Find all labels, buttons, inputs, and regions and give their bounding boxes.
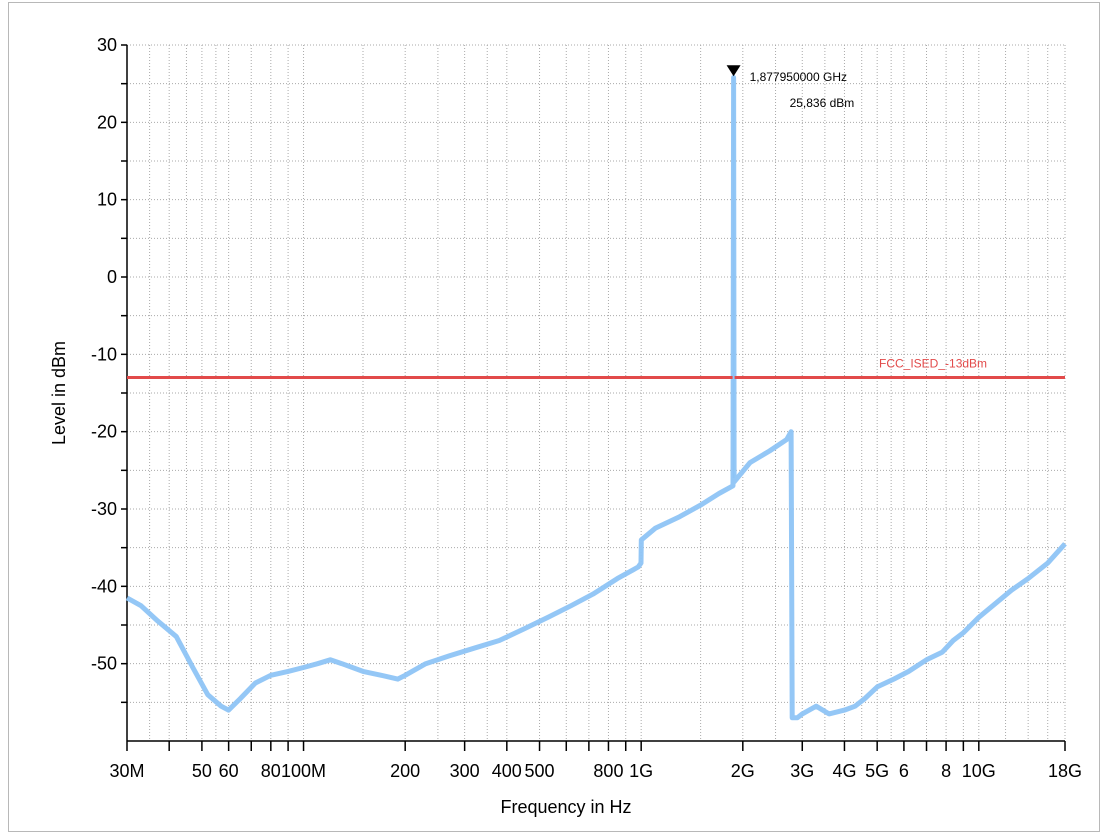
chart-frame: 30 20 10 0 -10 -20 -30 -40 -50 30M 50 60 80 100M 200 30… xyxy=(8,2,1100,832)
y-axis-title: Level in dBm xyxy=(49,341,69,445)
x-tick-label: 300 xyxy=(450,761,480,781)
y-tick-label: 20 xyxy=(97,112,117,132)
x-tick-label: 100M xyxy=(281,761,326,781)
tick-labels: 30 20 10 0 -10 -20 -30 -40 -50 30M 50 60 80 100M 200 30… xyxy=(91,35,1082,781)
x-tick-label: 80 xyxy=(261,761,281,781)
x-tick-label: 5G xyxy=(865,761,889,781)
limit-label: FCC_ISED_-13dBm xyxy=(879,357,987,371)
y-tick-label: -30 xyxy=(91,499,117,519)
y-tick-label: -10 xyxy=(91,344,117,364)
x-tick-label: 18G xyxy=(1048,761,1082,781)
y-tick-label: 30 xyxy=(97,35,117,55)
x-tick-label: 30M xyxy=(109,761,144,781)
grid xyxy=(126,44,1066,741)
x-tick-label: 800 xyxy=(593,761,623,781)
x-tick-label: 60 xyxy=(219,761,239,781)
series-layer xyxy=(125,75,1067,721)
peak-marker: 1,877950000 GHz 25,836 dBm xyxy=(726,65,855,479)
x-tick-label: 200 xyxy=(390,761,420,781)
x-tick-label: 50 xyxy=(192,761,212,781)
y-tick-label: 0 xyxy=(107,267,117,287)
x-tick-label: 1G xyxy=(629,761,653,781)
x-tick-label: 4G xyxy=(832,761,856,781)
axes xyxy=(121,44,1066,751)
marker-arrow-icon xyxy=(726,65,741,77)
x-tick-label: 10G xyxy=(962,761,996,781)
x-tick-label: 2G xyxy=(731,761,755,781)
marker-frequency-label: 1,877950000 GHz xyxy=(750,70,847,84)
y-tick-label: 10 xyxy=(97,190,117,210)
x-tick-label: 400 xyxy=(492,761,522,781)
limit-layer: FCC_ISED_-13dBm xyxy=(127,357,1065,380)
x-tick-label: 6 xyxy=(899,761,909,781)
x-tick-label: 3G xyxy=(790,761,814,781)
y-tick-label: -40 xyxy=(91,576,117,596)
marker-level-label: 25,836 dBm xyxy=(790,96,855,110)
x-tick-label: 8 xyxy=(941,761,951,781)
y-tick-label: -20 xyxy=(91,422,117,442)
x-axis-title: Frequency in Hz xyxy=(500,797,631,817)
spectrum-chart: 30 20 10 0 -10 -20 -30 -40 -50 30M 50 60 80 100M 200 30… xyxy=(49,35,1082,817)
y-tick-label: -50 xyxy=(91,654,117,674)
spectrum-trace xyxy=(125,75,1067,721)
x-tick-label: 500 xyxy=(525,761,555,781)
